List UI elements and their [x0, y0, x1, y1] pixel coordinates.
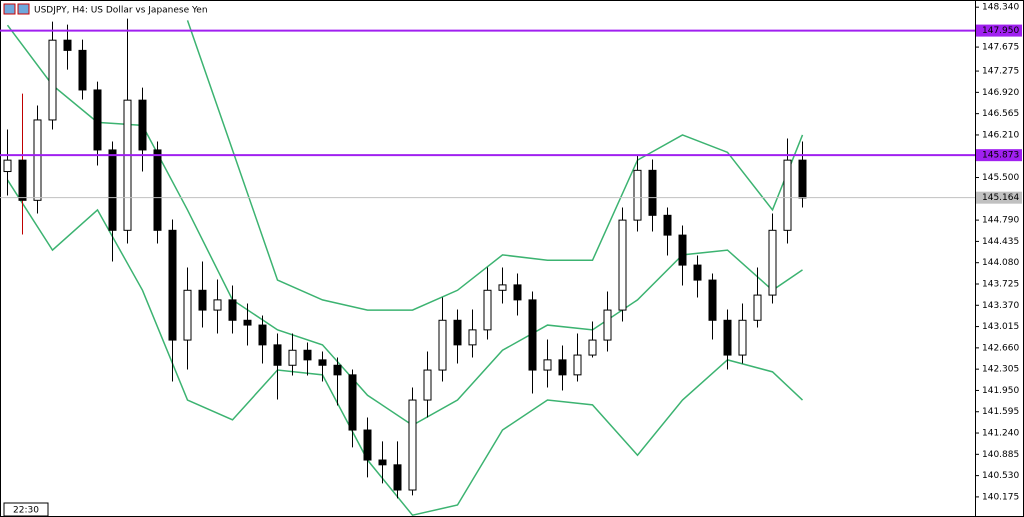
candle-body	[678, 234, 687, 266]
candle-body	[123, 99, 132, 231]
y-tick-label: 143.725	[982, 279, 1019, 289]
y-tick-label: 140.175	[982, 492, 1019, 502]
y-tick-label: 146.920	[982, 88, 1019, 98]
candle-body	[393, 464, 402, 491]
y-tick-label: 144.080	[982, 258, 1019, 268]
candle-body	[183, 289, 192, 341]
candle-body	[363, 429, 372, 461]
candle-body	[138, 99, 147, 151]
candle-body	[423, 369, 432, 401]
candle-body	[528, 299, 537, 371]
candle-body	[93, 89, 102, 151]
candle-body	[438, 319, 447, 371]
bollinger-lower	[6, 179, 804, 517]
candle-body	[78, 49, 87, 91]
chart-title: USDJPY, H4: US Dollar vs Japanese Yen	[34, 6, 208, 16]
candle-body	[783, 159, 792, 231]
candle-body	[618, 219, 627, 311]
level-box	[976, 149, 1022, 162]
symbol-icon	[17, 3, 30, 15]
y-tick-label: 140.885	[982, 450, 1019, 460]
candle-body	[108, 149, 117, 231]
y-tick-label: 141.240	[982, 429, 1019, 439]
y-tick-label: 144.435	[982, 237, 1019, 247]
candle-body	[408, 399, 417, 491]
candle-body	[333, 364, 342, 376]
candle-body	[453, 319, 462, 346]
level-box	[976, 24, 1022, 37]
y-tick-label: 142.305	[982, 365, 1019, 375]
candle-body	[378, 459, 387, 466]
candle-body	[708, 279, 717, 321]
candle-body	[153, 149, 162, 231]
candle-body	[198, 289, 207, 311]
candle-body	[648, 169, 657, 216]
y-tick-label: 143.370	[982, 301, 1019, 311]
candle-body	[483, 289, 492, 331]
candle-body	[603, 309, 612, 341]
y-tick-label: 148.340	[982, 3, 1019, 13]
candle-body	[738, 319, 747, 356]
y-tick-label: 140.530	[982, 471, 1019, 481]
level-label: 145.873	[982, 151, 1019, 161]
level-label: 147.950	[982, 26, 1019, 36]
time-label: 22:30	[13, 506, 39, 516]
candle-body	[543, 359, 552, 371]
symbol-icon	[3, 3, 16, 15]
bollinger-upper	[186, 20, 804, 311]
candle-body	[753, 294, 762, 321]
candle-body	[213, 299, 222, 311]
current-price-box	[976, 191, 1022, 204]
time-box	[3, 502, 49, 517]
candle-body	[273, 344, 282, 366]
candle-body	[288, 349, 297, 366]
y-tick-label: 141.595	[982, 407, 1019, 417]
y-tick-label: 147.275	[982, 67, 1019, 77]
candle-body	[693, 264, 702, 281]
candle-body	[258, 324, 267, 346]
candle-body	[558, 359, 567, 376]
candle-body	[498, 284, 507, 291]
candle-body	[468, 329, 477, 346]
plot-area	[3, 18, 807, 517]
candle-body	[723, 319, 732, 356]
candle-body	[3, 159, 12, 173]
candle-body	[633, 169, 642, 221]
candle-body	[663, 214, 672, 236]
current-price-label: 145.164	[982, 193, 1019, 203]
candle-body	[513, 284, 522, 301]
candle-body	[33, 119, 42, 201]
candle-body	[48, 39, 57, 121]
y-tick-label: 141.950	[982, 386, 1019, 396]
y-tick-label: 142.660	[982, 343, 1019, 353]
candle-body	[348, 374, 357, 431]
candle-body	[573, 354, 582, 376]
candle-body	[18, 159, 27, 201]
y-tick-label: 145.500	[982, 173, 1019, 183]
candle-body	[168, 229, 177, 341]
candle-body	[798, 159, 807, 199]
y-tick-label: 146.565	[982, 109, 1019, 119]
candle-body	[588, 339, 597, 356]
candle-body	[768, 229, 777, 296]
candle-body	[63, 39, 72, 51]
time-marker: 22:30	[3, 502, 49, 517]
y-tick-label: 144.790	[982, 216, 1019, 226]
y-tick-label: 147.675	[982, 43, 1019, 53]
candle-body	[303, 349, 312, 361]
y-tick-label: 146.210	[982, 130, 1019, 140]
candle-body	[228, 299, 237, 321]
candle-body	[243, 319, 252, 326]
candle-body	[318, 359, 327, 366]
title-block: USDJPY, H4: US Dollar vs Japanese Yen	[3, 3, 208, 16]
y-tick-label: 143.015	[982, 322, 1019, 332]
